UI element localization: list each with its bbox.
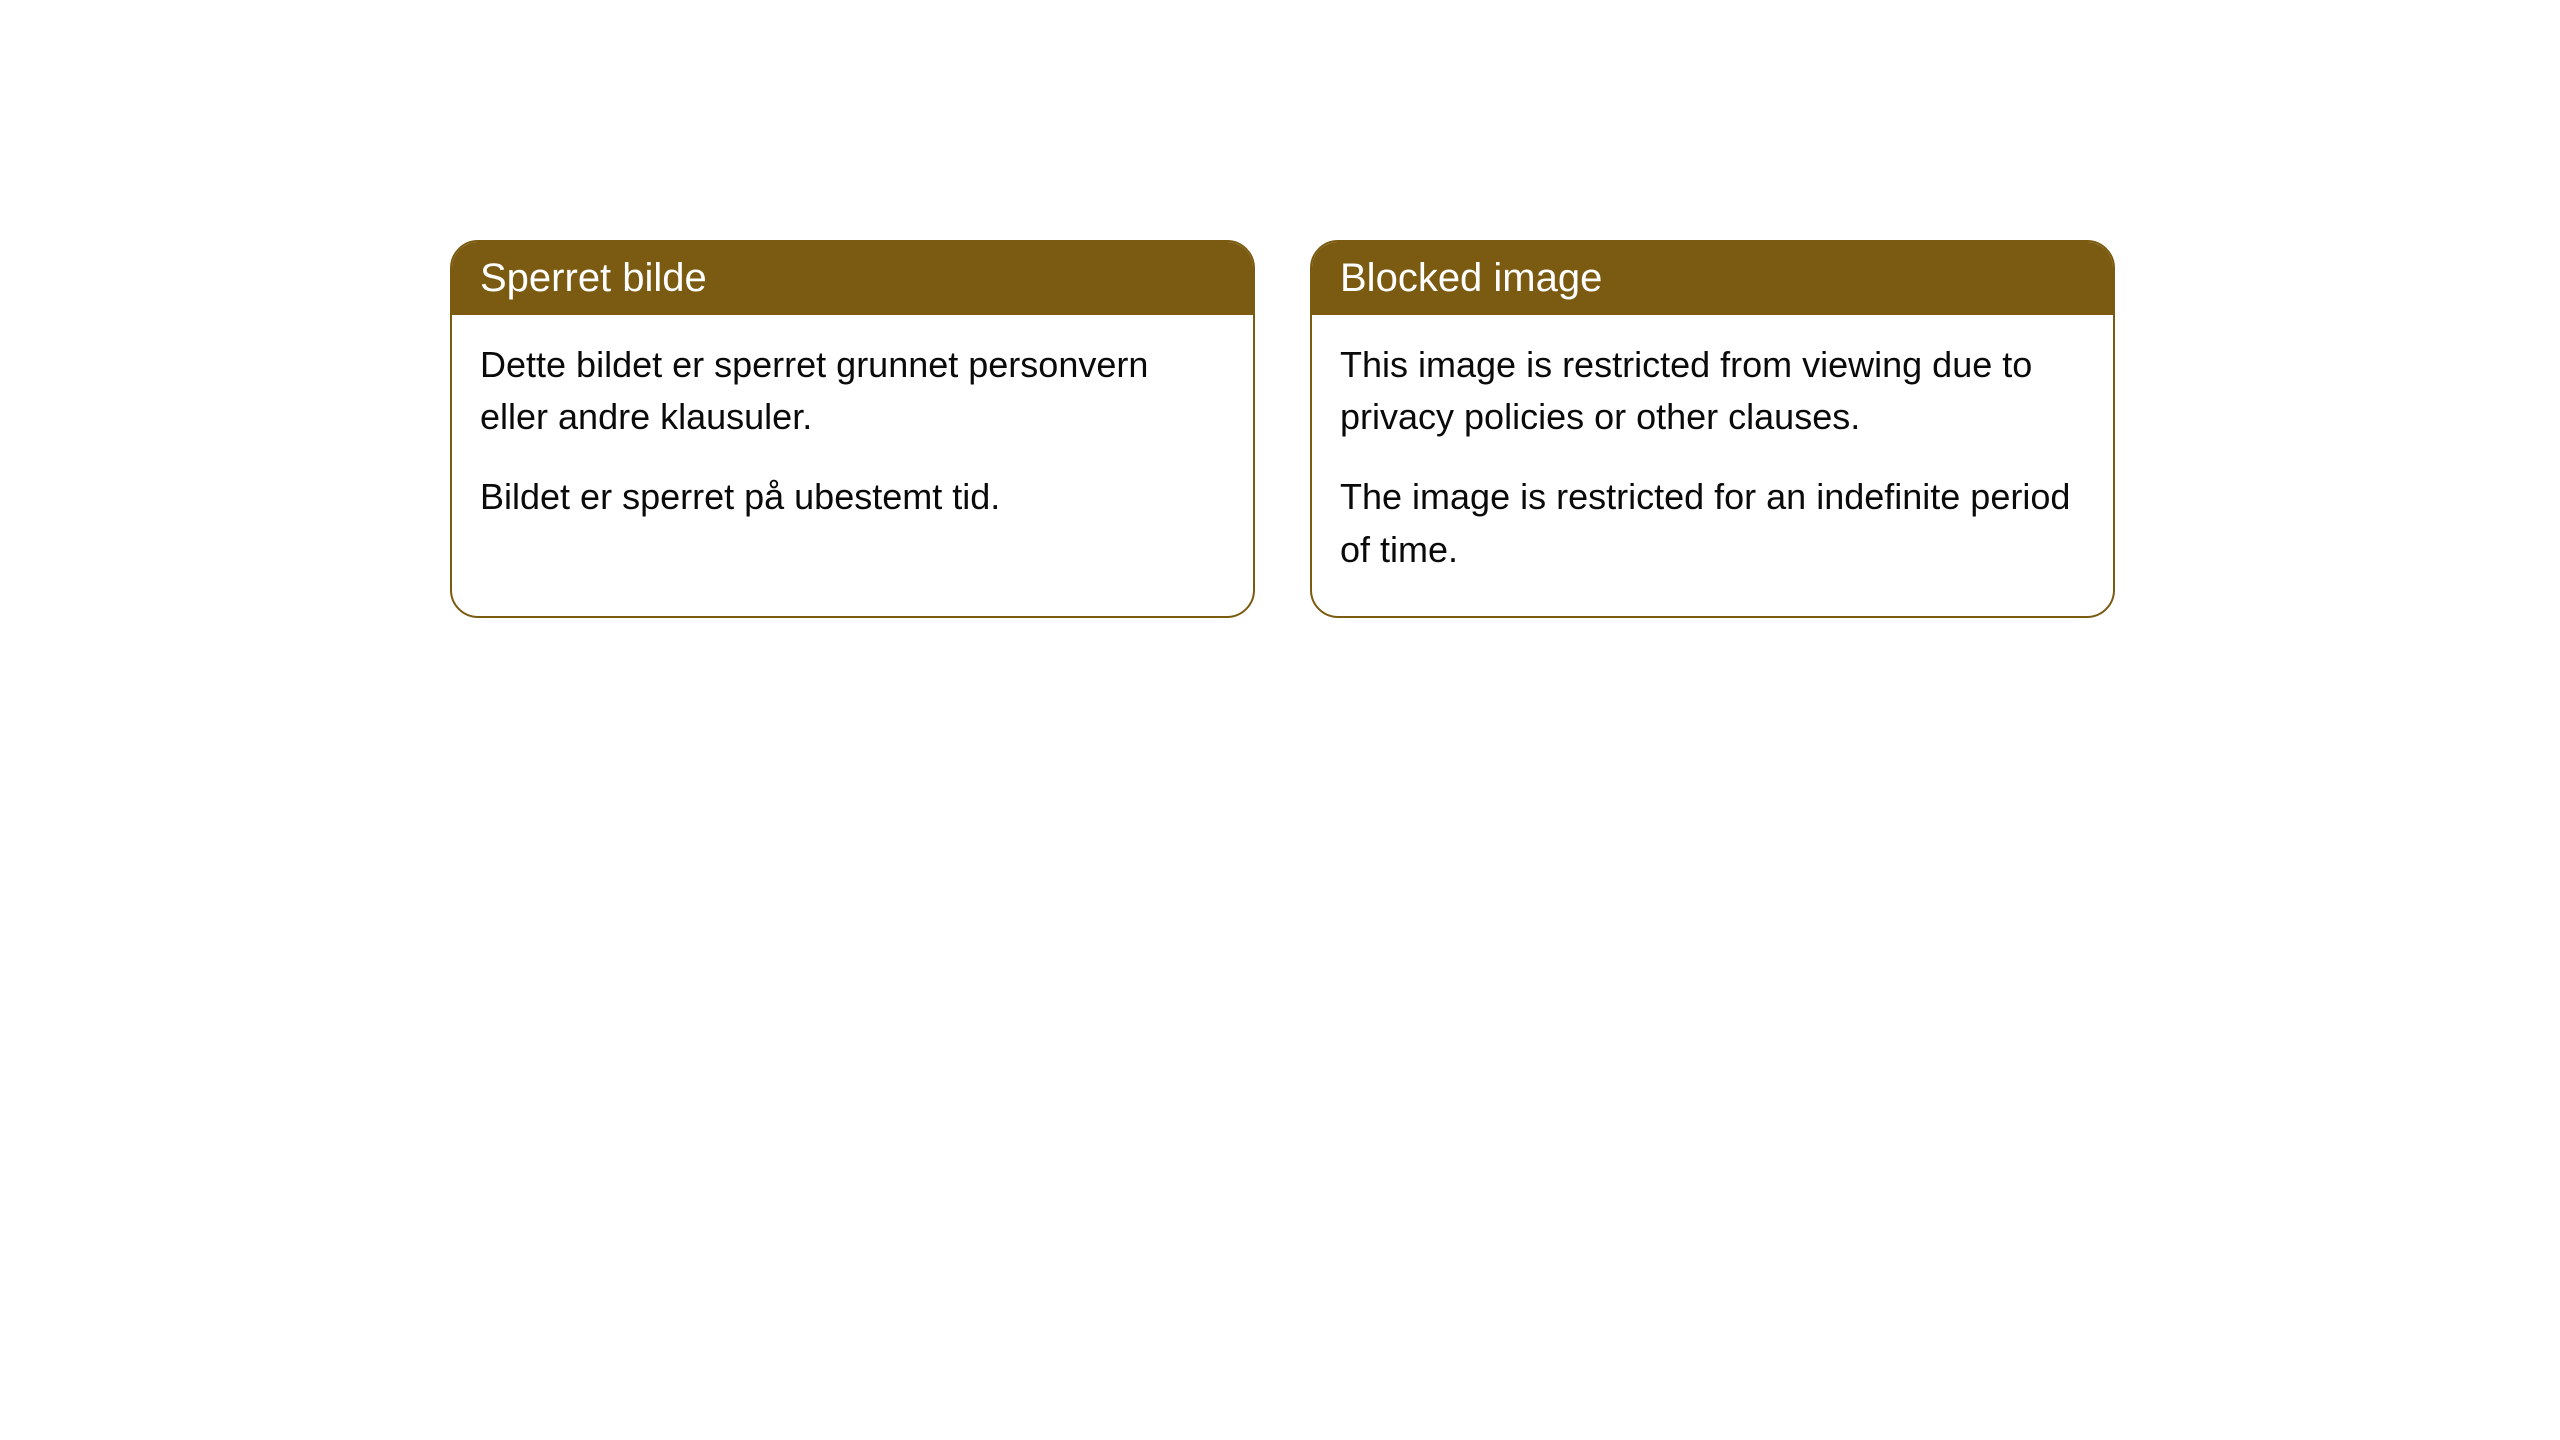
card-title-norwegian: Sperret bilde <box>480 256 707 300</box>
card-header-norwegian: Sperret bilde <box>452 242 1253 315</box>
blocked-image-card-english: Blocked image This image is restricted f… <box>1310 240 2115 618</box>
card-paragraph-english-1: This image is restricted from viewing du… <box>1340 339 2085 443</box>
card-paragraph-english-2: The image is restricted for an indefinit… <box>1340 471 2085 575</box>
card-paragraph-norwegian-2: Bildet er sperret på ubestemt tid. <box>480 471 1225 523</box>
card-header-english: Blocked image <box>1312 242 2113 315</box>
notice-cards-container: Sperret bilde Dette bildet er sperret gr… <box>450 240 2115 618</box>
card-title-english: Blocked image <box>1340 256 1602 300</box>
card-body-english: This image is restricted from viewing du… <box>1312 315 2113 616</box>
card-body-norwegian: Dette bildet er sperret grunnet personve… <box>452 315 1253 564</box>
blocked-image-card-norwegian: Sperret bilde Dette bildet er sperret gr… <box>450 240 1255 618</box>
card-paragraph-norwegian-1: Dette bildet er sperret grunnet personve… <box>480 339 1225 443</box>
